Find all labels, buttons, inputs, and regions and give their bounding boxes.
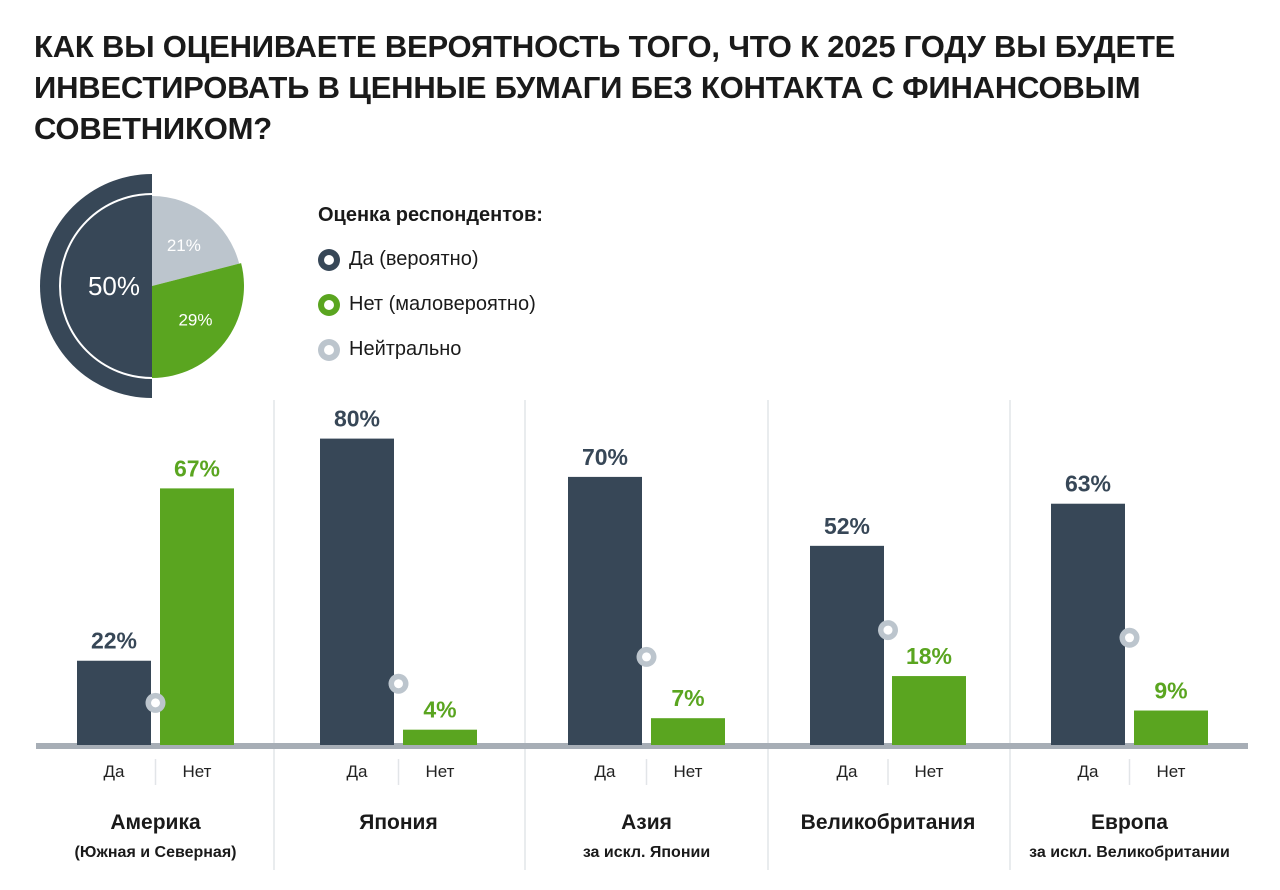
pie-inner-ring [59, 193, 153, 379]
tick-label-no: Нет [674, 762, 703, 781]
regional-bar-chart: 22% 67% Да Нет Америка (Южная и Северная) 80% 4… [36, 400, 1248, 870]
overall-pie-chart: 21% 29% 50% [40, 174, 244, 398]
bar-no [1134, 710, 1208, 745]
legend-label-no: Нет (маловероятно) [349, 293, 536, 315]
tick-label-yes: Да [837, 762, 859, 781]
bar-label-yes: 52% [824, 513, 870, 539]
bar-no [160, 488, 234, 745]
bar-label-yes: 22% [91, 628, 137, 654]
legend: Оценка респондентов: Да (вероятно) Нет (… [318, 204, 543, 372]
legend-label-neutral: Нейтрально [349, 338, 462, 360]
bar-label-no: 67% [174, 455, 220, 481]
bar-yes [1051, 503, 1125, 745]
tick-label-no: Нет [1157, 762, 1186, 781]
bar-label-no: 18% [906, 643, 952, 669]
region-subtitle: за искл. Великобритании [1029, 844, 1230, 861]
neutral-marker-center [883, 625, 893, 635]
chart-title: КАК ВЫ ОЦЕНИВАЕТЕ ВЕРОЯТНОСТЬ ТОГО, ЧТО … [34, 29, 1176, 146]
bar-label-no: 4% [423, 697, 456, 723]
tick-label-yes: Да [1078, 762, 1100, 781]
neutral-marker-center [151, 698, 160, 708]
legend-title: Оценка респондентов: [318, 204, 543, 226]
region-subtitle: за искл. Японии [583, 844, 710, 861]
tick-label-yes: Да [104, 762, 126, 781]
neutral-dot-icon [318, 338, 340, 361]
neutral-marker-center [394, 679, 403, 689]
pie-label-no: 29% [178, 311, 212, 330]
pie-label-neutral: 21% [167, 236, 201, 255]
pie-label-yes: 50% [88, 271, 140, 301]
no-dot-icon [318, 293, 340, 316]
tick-label-no: Нет [183, 762, 212, 781]
tick-label-no: Нет [426, 762, 455, 781]
region-name: Азия [621, 811, 672, 834]
neutral-marker-center [1125, 633, 1134, 643]
region-name: Великобритания [801, 811, 976, 834]
tick-label-no: Нет [915, 762, 944, 781]
bar-yes [320, 438, 394, 745]
bar-no [651, 718, 725, 745]
bar-label-no: 9% [1154, 678, 1187, 704]
region-name: Европа [1091, 811, 1168, 834]
legend-item-neutral: Нейтрально [318, 327, 543, 372]
bar-yes [77, 660, 151, 745]
pie-slice-yes [40, 174, 152, 398]
x-axis-baseline [36, 743, 1248, 749]
bar-label-yes: 80% [334, 406, 380, 432]
bar-label-no: 7% [671, 685, 704, 711]
bar-no [892, 676, 966, 745]
legend-item-yes: Да (вероятно) [318, 237, 543, 282]
bar-label-yes: 63% [1065, 471, 1111, 497]
tick-label-yes: Да [595, 762, 617, 781]
yes-dot-icon [318, 248, 340, 271]
bar-no [403, 729, 477, 745]
bar-yes [810, 545, 884, 745]
region-name: Америка [110, 811, 201, 834]
neutral-marker-center [642, 652, 651, 662]
legend-item-no: Нет (маловероятно) [318, 282, 543, 327]
tick-label-yes: Да [347, 762, 369, 781]
bar-yes [568, 476, 642, 745]
region-subtitle: (Южная и Северная) [75, 844, 237, 861]
legend-label-yes: Да (вероятно) [349, 248, 479, 270]
pie-slice-no [152, 263, 244, 378]
bar-label-yes: 70% [582, 444, 628, 470]
region-name: Япония [359, 811, 437, 834]
pie-slice-neutral [152, 196, 240, 286]
